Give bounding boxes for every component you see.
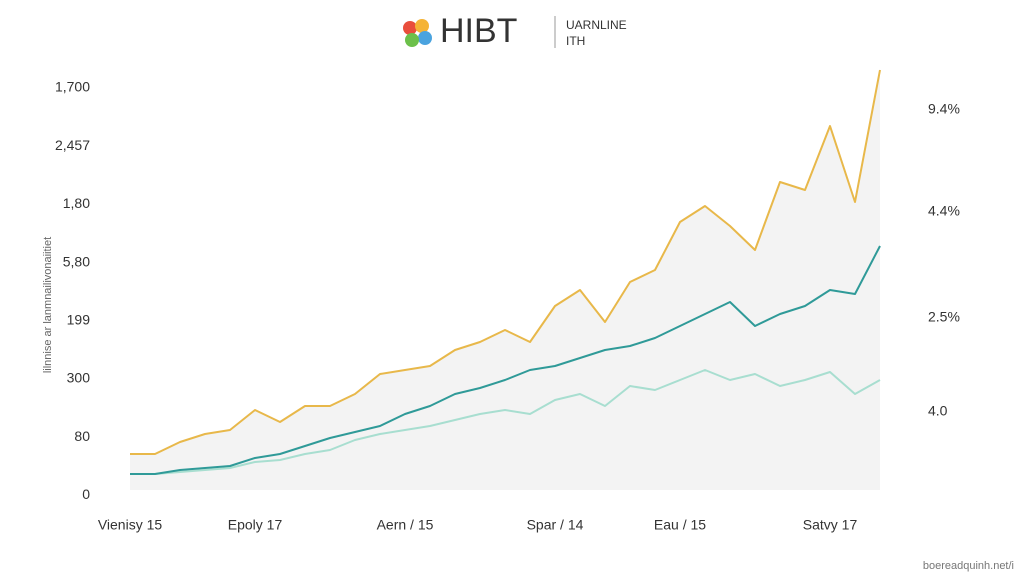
x-tick-label: Eau / 15 — [654, 517, 706, 533]
y-label: 1,700 — [55, 79, 90, 95]
y-label: 199 — [67, 312, 91, 328]
y2-label: 2.5% — [928, 309, 960, 325]
footer: boereadquinh.net/i — [923, 560, 1014, 572]
subtitle: UARNLINE — [566, 18, 627, 32]
y2-label: 9.4% — [928, 101, 960, 117]
area — [130, 70, 880, 490]
y-label: 300 — [67, 370, 91, 386]
x-tick-label: Epoly 17 — [228, 517, 283, 533]
y2-label: 4.0 — [928, 403, 948, 419]
x-tick-label: Spar / 14 — [527, 517, 584, 533]
line — [130, 369, 881, 475]
y-label: 80 — [74, 428, 90, 444]
subtitle: ITH — [566, 34, 585, 48]
line — [130, 245, 881, 475]
y-label: 0 — [82, 486, 90, 502]
x-tick-label: Aern / 15 — [377, 517, 434, 533]
y-label: 2,457 — [55, 137, 90, 153]
y-label: 5,80 — [63, 253, 90, 269]
y-axis-label: lilnnise ar lanmnailivonaiitiet — [42, 237, 54, 373]
line — [130, 69, 881, 455]
logo — [403, 19, 432, 47]
y2-label: 4.4% — [928, 203, 960, 219]
x-tick-label: Satvy 17 — [803, 517, 858, 533]
chart-title: HIBT — [440, 12, 517, 50]
y-label: 1,80 — [63, 195, 90, 211]
x-tick-label: Vienisy 15 — [98, 517, 163, 533]
